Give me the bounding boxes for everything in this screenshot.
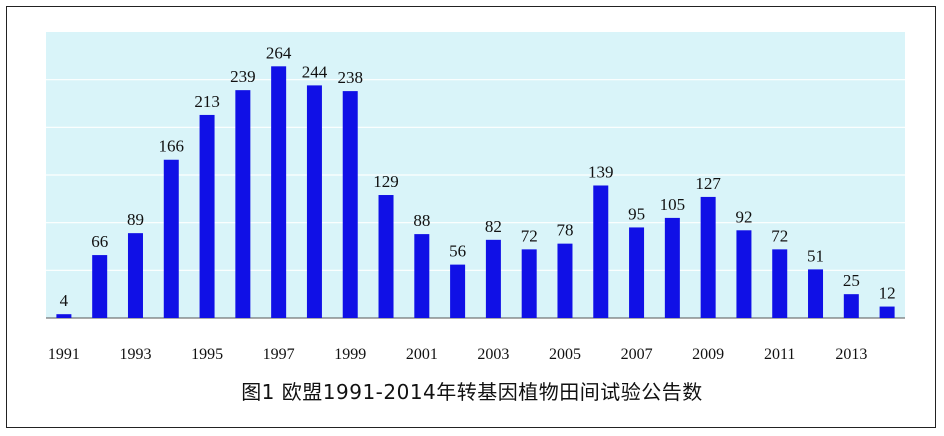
bar-2009 [700,196,716,318]
x-tick-label-2003: 2003 [477,346,509,363]
bar-2004 [521,249,537,318]
bar-1997 [271,66,287,318]
value-label-2004: 72 [521,226,538,245]
bar-2001 [414,234,430,318]
x-tick-label-2005: 2005 [549,346,581,363]
value-label-1997: 264 [266,43,292,62]
bar-2002 [450,264,466,318]
value-label-2011: 72 [771,226,788,245]
bar-2007 [629,227,645,318]
x-tick-label-1999: 1999 [334,346,366,363]
value-label-1993: 89 [127,210,144,229]
bar-chart: 4 66 89 166 213 239 264 244 238 129 88 56 82 72 78 139 9… [46,32,905,363]
value-label-2008: 105 [660,195,686,214]
value-label-2012: 51 [807,246,824,265]
bar-1995 [199,114,215,318]
bar-2005 [557,243,573,318]
value-label-2010: 92 [735,207,752,226]
value-label-1995: 213 [194,92,220,111]
bar-2011 [772,249,788,318]
value-label-1996: 239 [230,67,256,86]
x-tick-label-2007: 2007 [621,346,653,363]
bar-2012 [808,269,824,318]
value-label-2001: 88 [413,211,430,230]
x-tick-label-1993: 1993 [119,346,151,363]
value-label-2005: 78 [556,221,573,240]
bar-2003 [485,239,501,318]
value-label-1994: 166 [159,137,185,156]
x-tick-label-1991: 1991 [48,346,80,363]
value-label-1999: 238 [337,68,363,87]
value-label-2014: 12 [879,284,896,303]
value-label-2013: 25 [843,271,860,290]
bar-1992 [92,255,108,318]
value-label-1991: 4 [60,291,69,310]
x-tick-label-2009: 2009 [692,346,724,363]
bar-1993 [127,233,143,318]
value-label-2009: 127 [695,174,721,193]
bar-1998 [306,85,322,319]
bar-2000 [378,195,394,318]
bar-2010 [736,230,752,318]
value-label-2002: 56 [449,242,466,261]
value-label-2000: 129 [373,172,399,191]
x-tick-label-1997: 1997 [263,346,295,363]
value-label-2006: 139 [588,162,614,181]
bar-2008 [664,217,680,318]
bar-2013 [843,294,859,318]
bar-2014 [879,306,895,318]
bar-1991 [56,314,72,318]
x-tick-label-1995: 1995 [191,346,223,363]
value-label-1998: 244 [302,62,328,81]
bar-1994 [163,159,179,318]
value-label-2007: 95 [628,204,645,223]
bar-2006 [593,185,609,318]
x-tick-label-2013: 2013 [835,346,867,363]
x-tick-label-2001: 2001 [406,346,438,363]
x-tick-label-2011: 2011 [764,346,795,363]
bar-1999 [342,91,358,319]
bar-1996 [235,90,251,318]
chart-title: 图1 欧盟1991-2014年转基因植物田间试验公告数 [241,380,703,404]
value-label-2003: 82 [485,217,502,236]
value-label-1992: 66 [91,232,108,251]
